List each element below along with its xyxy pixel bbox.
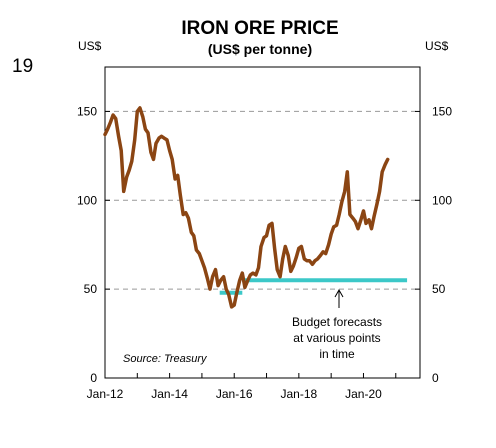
left-tick-label: 0 — [90, 371, 97, 385]
gridlines — [105, 110, 420, 290]
left-tick-label: 100 — [77, 193, 97, 207]
annotation-line-3: in time — [319, 347, 355, 361]
source-note: Source: Treasury — [123, 353, 208, 365]
right-tick-label: 100 — [432, 193, 452, 207]
chart-subtitle: (US$ per tonne) — [208, 41, 312, 57]
x-tick-label: Jan-18 — [280, 387, 317, 401]
x-tick-label: Jan-16 — [216, 387, 253, 401]
left-axis-unit: US$ — [78, 39, 102, 53]
annotation-arrow-head — [334, 288, 344, 298]
right-tick-label: 150 — [432, 104, 452, 118]
right-axis-unit: US$ — [425, 39, 449, 53]
series-layer — [103, 106, 408, 309]
annotation-line-1: Budget forecasts — [292, 315, 382, 329]
x-tick-label: Jan-12 — [87, 387, 124, 401]
right-tick-label: 50 — [432, 282, 446, 296]
annotation-line-2: at various points — [293, 331, 380, 345]
x-tick-label: Jan-14 — [151, 387, 188, 401]
page-number: 19 — [12, 56, 34, 77]
plot-frame — [104, 66, 421, 379]
left-tick-label: 150 — [77, 104, 97, 118]
forecast-annotation: Budget forecasts at various points in ti… — [292, 288, 382, 361]
left-tick-label: 50 — [84, 282, 98, 296]
price-line — [103, 106, 390, 309]
x-tick-label: Jan-20 — [345, 387, 382, 401]
chart-title: IRON ORE PRICE — [181, 18, 338, 39]
right-tick-label: 0 — [432, 371, 439, 385]
